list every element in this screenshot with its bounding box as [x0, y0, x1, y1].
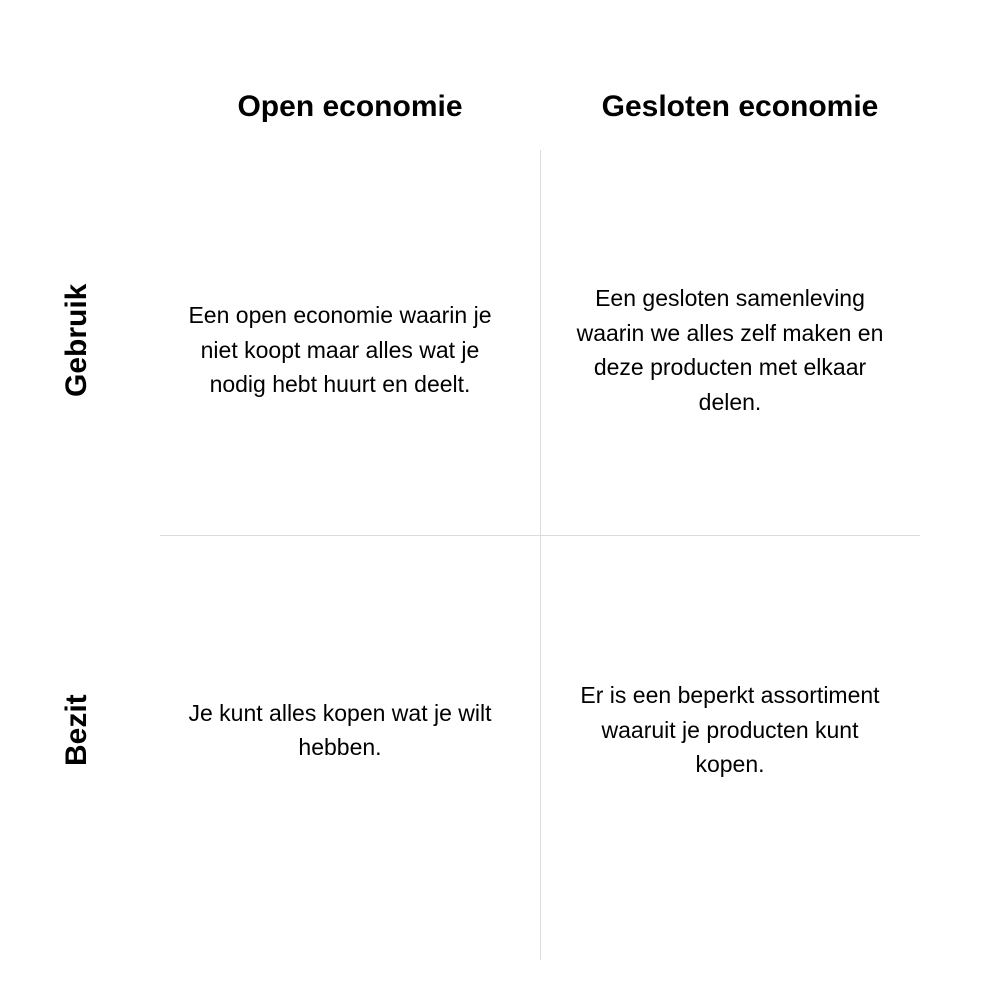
matrix-2x2: Open economie Gesloten economie Gebruik … — [0, 0, 1000, 1000]
cell-open-gebruik: Een open economie waarin je niet koopt m… — [160, 200, 520, 500]
vertical-divider — [540, 150, 541, 960]
row-header-gebruik: Gebruik — [60, 260, 94, 420]
column-header-open-economie: Open economie — [200, 90, 500, 124]
cell-gesloten-bezit: Er is een beperkt assortiment waaruit je… — [560, 580, 900, 880]
row-header-label: Bezit — [60, 694, 93, 766]
cell-text: Een gesloten samenleving waarin we alles… — [570, 281, 890, 419]
column-header-label: Open economie — [237, 90, 462, 123]
horizontal-divider — [160, 535, 920, 536]
cell-text: Een open economie waarin je niet koopt m… — [170, 298, 510, 402]
row-header-label: Gebruik — [60, 283, 93, 396]
column-header-label: Gesloten economie — [602, 90, 879, 123]
cell-text: Er is een beperkt assortiment waaruit je… — [570, 678, 890, 782]
row-header-bezit: Bezit — [60, 680, 94, 780]
cell-open-bezit: Je kunt alles kopen wat je wilt hebben. — [160, 580, 520, 880]
cell-text: Je kunt alles kopen wat je wilt hebben. — [170, 696, 510, 765]
cell-gesloten-gebruik: Een gesloten samenleving waarin we alles… — [560, 200, 900, 500]
column-header-gesloten-economie: Gesloten economie — [560, 90, 920, 124]
